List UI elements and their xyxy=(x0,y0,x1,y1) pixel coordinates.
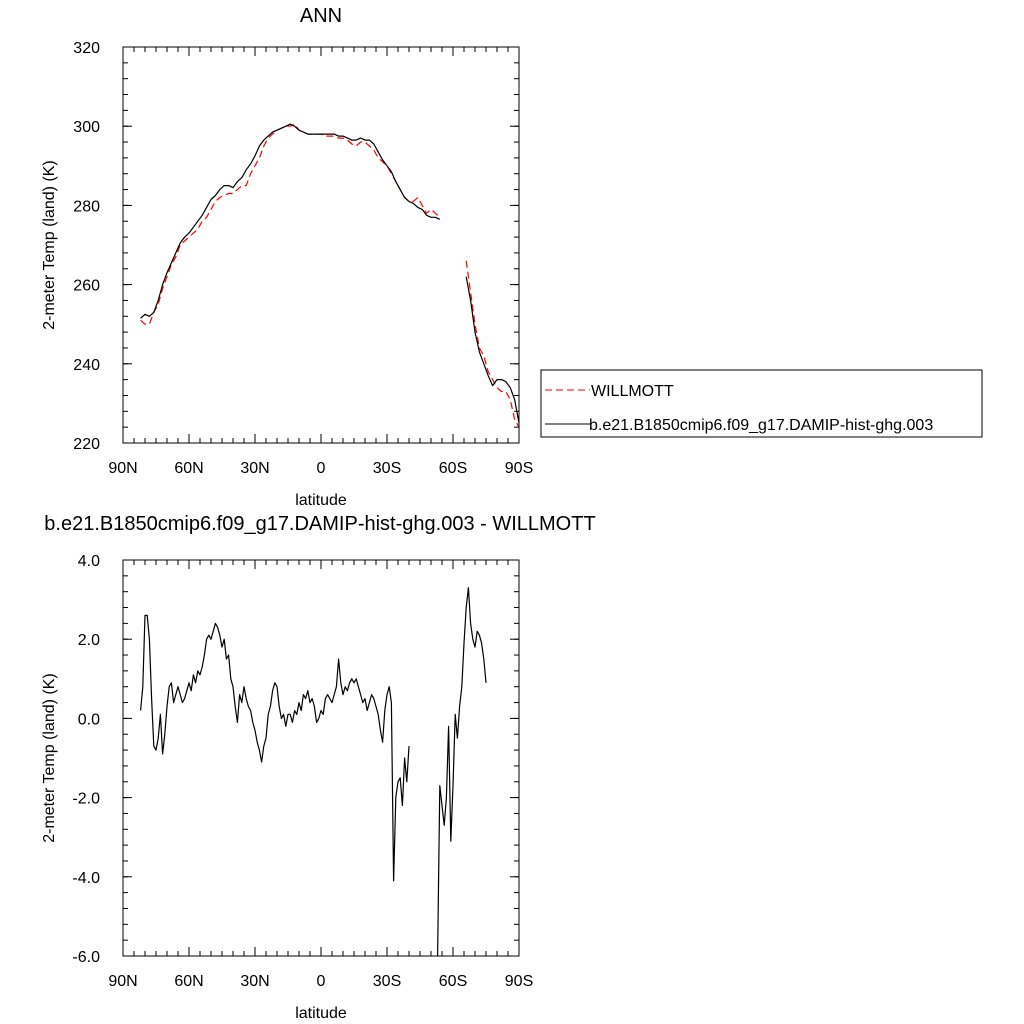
x-tick-label: 90S xyxy=(505,973,533,990)
legend-box xyxy=(540,369,983,438)
y-tick-label: 220 xyxy=(73,436,100,453)
x-tick-label: 60S xyxy=(439,973,467,990)
series-line-0 xyxy=(140,123,441,325)
y-tick-label: 240 xyxy=(73,357,100,374)
y-tick-label: -2.0 xyxy=(72,791,100,808)
y-tick-label: -6.0 xyxy=(72,949,100,966)
y-tick-label: 280 xyxy=(73,198,100,215)
chart-title: ANN xyxy=(300,5,342,27)
plot-frame xyxy=(122,559,520,957)
plot-frame xyxy=(122,46,520,444)
x-tick-label: 30S xyxy=(373,460,401,477)
x-tick-label: 60N xyxy=(174,460,203,477)
x-tick-labels: 90N 60N 30N 0 30S 60S 90S xyxy=(108,973,533,990)
series-lines xyxy=(140,587,487,957)
x-tick-label: 30S xyxy=(373,973,401,990)
y-tick-label: -4.0 xyxy=(72,870,100,887)
x-tick-label: 90S xyxy=(505,460,533,477)
series-line-0 xyxy=(140,614,410,882)
y-tick-labels: -6.0 -4.0 -2.0 0.0 2.0 4.0 xyxy=(72,553,100,966)
y-tick-label: 0.0 xyxy=(78,711,100,728)
x-tick-label: 0 xyxy=(317,460,326,477)
x-tick-label: 90N xyxy=(108,460,137,477)
x-tick-labels: 90N 60N 30N 0 30S 60S 90S xyxy=(108,460,533,477)
axes-ticks xyxy=(122,559,520,957)
bottom-panel: b.e21.B1850cmip6.f09_g17.DAMIP-hist-ghg.… xyxy=(41,513,596,1022)
series-line-1 xyxy=(465,276,520,424)
legend-label-willmott: WILLMOTT xyxy=(591,383,674,400)
y-axis-label: 2-meter Temp (land) (K) xyxy=(41,673,58,843)
x-tick-label: 30N xyxy=(240,973,269,990)
y-tick-label: 300 xyxy=(73,119,100,136)
series-lines xyxy=(140,123,520,428)
series-line-1 xyxy=(140,123,441,319)
legend: WILLMOTT b.e21.B1850cmip6.f09_g17.DAMIP-… xyxy=(540,369,983,438)
series-line-0 xyxy=(465,260,520,428)
x-tick-label: 60S xyxy=(439,460,467,477)
x-tick-label: 0 xyxy=(317,973,326,990)
y-tick-labels: 220 240 260 280 300 320 xyxy=(73,40,100,453)
y-tick-label: 4.0 xyxy=(78,553,100,570)
x-axis-label: latitude xyxy=(295,1005,347,1022)
y-axis-label: 2-meter Temp (land) (K) xyxy=(41,160,58,330)
x-axis-label: latitude xyxy=(295,492,347,509)
y-tick-label: 2.0 xyxy=(78,632,100,649)
axes-ticks xyxy=(122,46,520,444)
series-line-0 xyxy=(437,587,487,957)
y-tick-label: 260 xyxy=(73,278,100,295)
x-tick-label: 30N xyxy=(240,460,269,477)
chart-title: b.e21.B1850cmip6.f09_g17.DAMIP-hist-ghg.… xyxy=(44,513,595,535)
x-tick-label: 60N xyxy=(174,973,203,990)
x-tick-label: 90N xyxy=(108,973,137,990)
legend-label-model: b.e21.B1850cmip6.f09_g17.DAMIP-hist-ghg.… xyxy=(589,417,933,434)
y-tick-label: 320 xyxy=(73,40,100,57)
